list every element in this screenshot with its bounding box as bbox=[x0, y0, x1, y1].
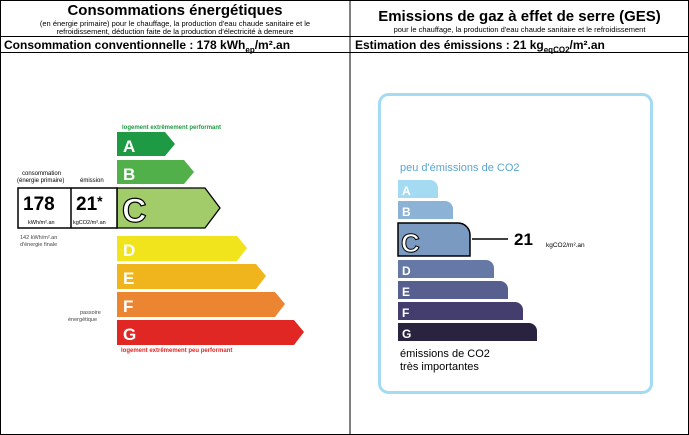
ges-subtitle: pour le chauffage, la production d'eau c… bbox=[393, 25, 646, 34]
value-box bbox=[17, 187, 118, 229]
ges-bar-g bbox=[398, 323, 537, 341]
ges-bottom-note-2: très importantes bbox=[400, 361, 479, 373]
energy-top-note: logement extrêmement performant bbox=[122, 125, 221, 131]
ges-bar-b bbox=[398, 201, 453, 219]
energy-letter-c: C bbox=[122, 192, 147, 230]
energy-bottom-note: logement extrêmement peu performant bbox=[121, 348, 232, 354]
ges-top-note: peu d'émissions de CO2 bbox=[400, 162, 520, 174]
energy-letter-f: F bbox=[123, 297, 133, 316]
energy-letter-e: E bbox=[123, 269, 134, 288]
col-consumption-label: consommation bbox=[22, 171, 61, 177]
ges-summary: Estimation des émissions : 21 kgeqCO2/m²… bbox=[355, 38, 605, 55]
energy-bar-d bbox=[117, 236, 247, 261]
ges-bar-a bbox=[398, 180, 438, 198]
ges-bar-e bbox=[398, 281, 508, 299]
passoire-line-1: passoire bbox=[80, 310, 101, 316]
col-emission-label: émission bbox=[80, 178, 104, 184]
ges-letter-g: G bbox=[402, 327, 411, 341]
energy-subtitle-1: (en énergie primaire) pour le chauffage,… bbox=[39, 19, 311, 28]
ges-letter-b: B bbox=[402, 205, 411, 219]
energy-bar-b bbox=[117, 160, 194, 184]
final-energy-line-1: 142 kWh/m².an bbox=[20, 235, 57, 241]
ges-title: Emissions de gaz à effet de serre (GES) bbox=[378, 8, 661, 25]
energy-summary: Consommation conventionnelle : 178 kWhep… bbox=[4, 38, 291, 55]
ges-bar-f bbox=[398, 302, 523, 320]
ges-bar-d bbox=[398, 260, 494, 278]
ges-letter-c: C bbox=[401, 228, 420, 258]
energy-bar-f bbox=[117, 292, 285, 317]
energy-letter-b: B bbox=[123, 165, 135, 184]
ges-value: 21 bbox=[514, 230, 533, 249]
energy-bar-g bbox=[117, 320, 304, 345]
energy-bar-e bbox=[117, 264, 266, 289]
ges-letter-f: F bbox=[402, 306, 409, 320]
ges-letter-d: D bbox=[402, 264, 411, 278]
col-consumption-label-2: (énergie primaire) bbox=[17, 178, 64, 184]
passoire-line-2: énergétique bbox=[68, 317, 97, 323]
ges-unit: kgCO2/m².an bbox=[546, 242, 585, 249]
energy-letter-a: A bbox=[123, 137, 135, 156]
ges-bar-c bbox=[397, 222, 471, 257]
ges-letter-e: E bbox=[402, 285, 410, 299]
energy-subtitle-2: refroidissement, déduction faite de la p… bbox=[56, 27, 294, 36]
energy-label: logement extrêmement performant logement… bbox=[17, 125, 304, 354]
energy-bar-a bbox=[117, 132, 175, 156]
ges-label: peu d'émissions de CO2 A B C 21 kgCO2/m²… bbox=[378, 93, 653, 394]
energy-unit: kWh/m².an bbox=[28, 220, 55, 226]
energy-value: 178 bbox=[23, 194, 55, 215]
energy-title: Consommations énergétiques bbox=[67, 2, 283, 19]
emission-value: 21* bbox=[76, 193, 103, 215]
final-energy-line-2: d'énergie finale bbox=[20, 242, 57, 248]
emission-unit: kgCO2/m².an bbox=[73, 220, 106, 226]
energy-letter-d: D bbox=[123, 241, 135, 260]
ges-letter-a: A bbox=[402, 184, 411, 198]
ges-bottom-note-1: émissions de CO2 bbox=[400, 348, 490, 360]
energy-letter-g: G bbox=[123, 325, 136, 344]
